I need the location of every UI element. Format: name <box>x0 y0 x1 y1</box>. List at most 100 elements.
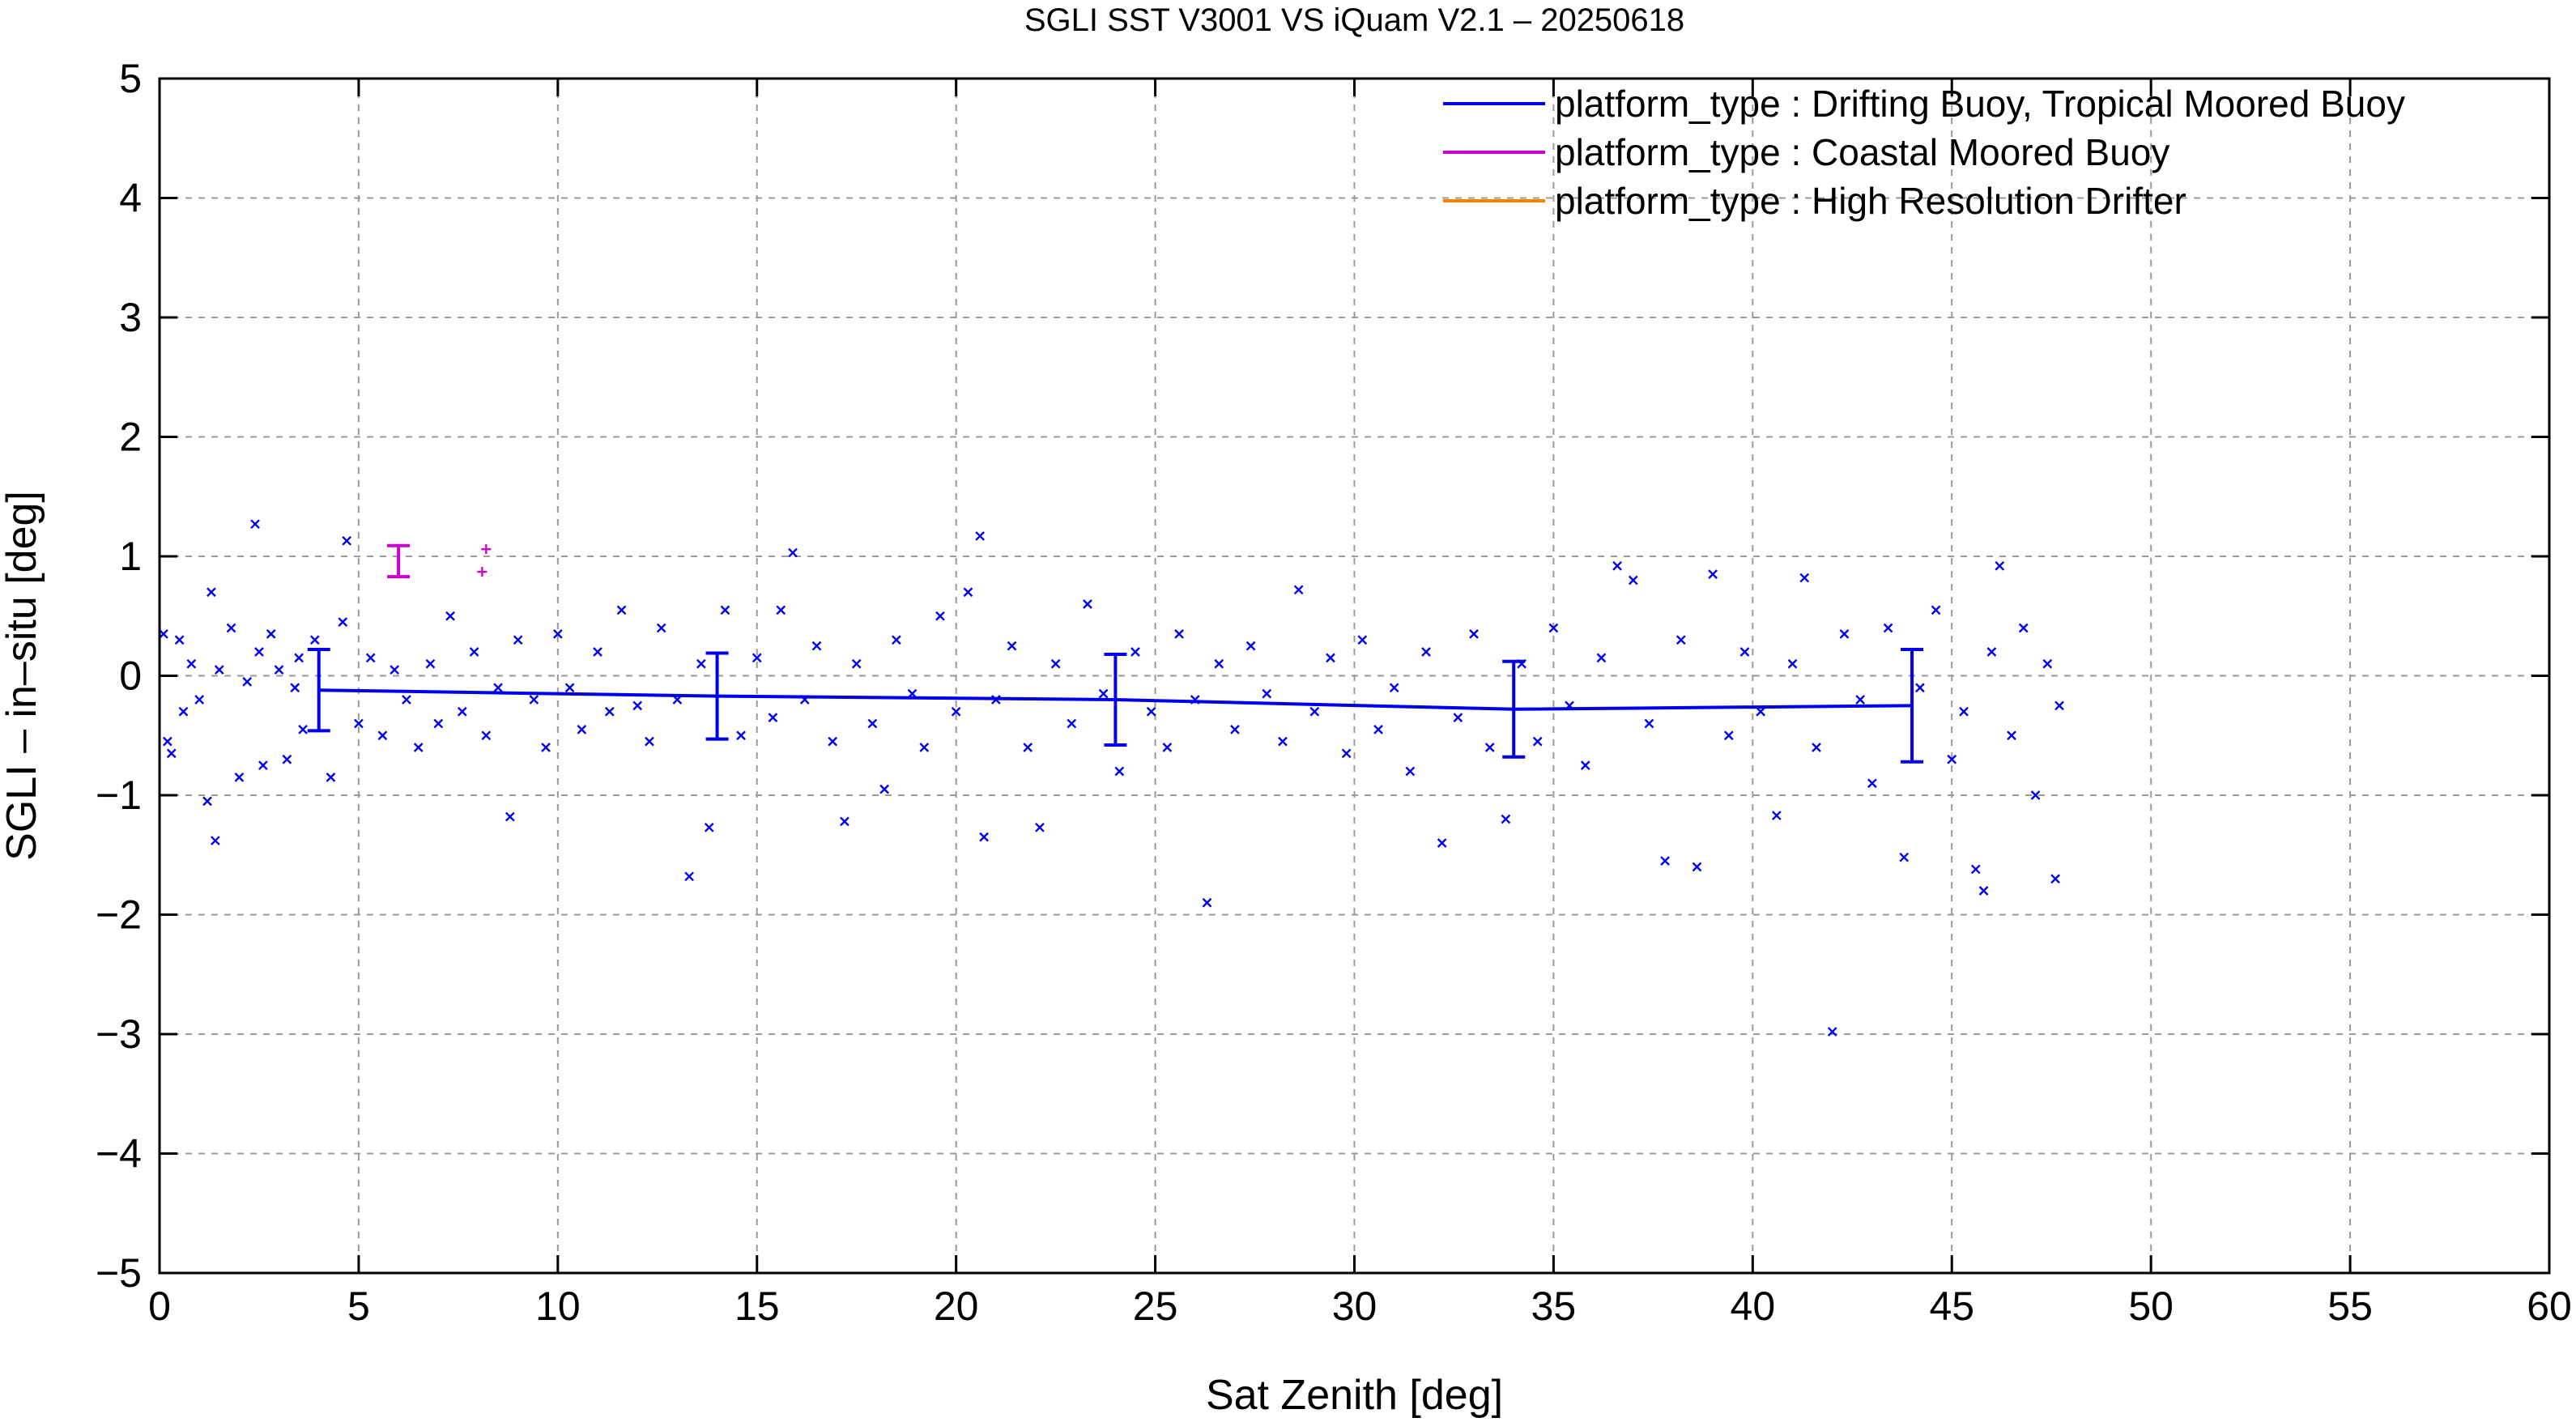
data-point <box>162 736 172 747</box>
data-point <box>1389 683 1399 693</box>
data-point <box>979 832 989 842</box>
data-point <box>1532 736 1543 747</box>
data-point <box>1146 706 1156 717</box>
legend-label: platform_type : Drifting Buoy, Tropical … <box>1555 83 2405 125</box>
data-point <box>541 743 551 752</box>
data-point <box>1326 653 1335 663</box>
data-point <box>1675 635 1686 645</box>
data-point <box>1970 864 1981 875</box>
data-point <box>186 658 197 669</box>
data-point <box>593 647 602 657</box>
data-point <box>951 706 961 717</box>
data-point <box>493 683 503 693</box>
data-point <box>811 641 822 651</box>
data-point <box>513 635 523 645</box>
x-tick-label: 45 <box>1929 1284 1974 1329</box>
data-point <box>433 718 444 729</box>
data-point <box>1114 766 1125 777</box>
legend: platform_type : Drifting Buoy, Tropical … <box>1443 83 2405 222</box>
data-point <box>174 635 185 645</box>
data-point <box>1628 575 1638 585</box>
data-point <box>207 587 216 598</box>
data-point <box>469 647 479 657</box>
y-tick-label: 0 <box>119 654 142 699</box>
data-point <box>704 822 714 832</box>
data-point <box>1083 599 1092 609</box>
data-point <box>776 605 786 615</box>
data-point <box>1202 897 1212 908</box>
data-point <box>879 784 889 794</box>
data-point <box>604 706 615 717</box>
x-tick-label: 40 <box>1731 1284 1776 1329</box>
y-tick-label: −4 <box>96 1131 142 1177</box>
data-point <box>425 658 436 669</box>
x-tick-label: 10 <box>535 1284 581 1329</box>
data-point <box>2042 658 2053 669</box>
data-point <box>1867 778 1877 789</box>
data-point <box>1130 647 1140 657</box>
data-point <box>234 773 245 782</box>
data-point <box>1799 573 1810 583</box>
data-point <box>1644 718 1654 729</box>
x-tick-label: 30 <box>1332 1284 1377 1329</box>
data-point <box>1596 653 1607 663</box>
chart-title: SGLI SST V3001 VS iQuam V2.1 – 20250618 <box>1024 2 1684 38</box>
data-point <box>1986 647 1997 657</box>
data-point <box>1293 585 1304 595</box>
data-point <box>828 736 838 747</box>
data-point <box>720 605 730 615</box>
data-point <box>266 629 276 639</box>
error-bar <box>1901 648 1924 764</box>
data-point <box>1023 743 1033 752</box>
legend-label: platform_type : High Resolution Drifter <box>1555 180 2186 222</box>
data-point <box>851 658 862 669</box>
data-point <box>1162 743 1173 752</box>
data-point <box>2050 874 2060 884</box>
data-point <box>1899 852 1910 862</box>
data-point <box>1278 736 1288 747</box>
data-point <box>258 760 268 770</box>
x-axis-label: Sat Zenith [deg] <box>1206 1372 1503 1419</box>
mean-lines <box>307 543 1924 764</box>
data-point <box>840 816 849 827</box>
data-point <box>1230 725 1240 734</box>
x-tick-label: 60 <box>2527 1284 2572 1329</box>
data-point <box>768 713 778 722</box>
data-point <box>529 695 539 705</box>
x-tick-label: 35 <box>1531 1284 1577 1329</box>
data-point <box>326 773 336 782</box>
data-point <box>250 519 260 530</box>
y-axis-label: SGLI – in–situ [deg] <box>0 491 45 861</box>
legend-label: platform_type : Coastal Moored Buoy <box>1555 131 2169 173</box>
data-point <box>481 544 492 555</box>
scatter-points <box>159 519 2064 1037</box>
x-tick-label: 0 <box>148 1284 171 1329</box>
data-point <box>577 725 587 734</box>
x-tick-label: 5 <box>347 1284 370 1329</box>
data-point <box>2030 790 2041 800</box>
data-point <box>338 617 348 627</box>
data-point <box>656 623 666 633</box>
data-point <box>166 748 177 759</box>
data-point <box>159 629 168 639</box>
data-point <box>1484 743 1495 752</box>
data-point <box>354 718 364 729</box>
data-point <box>1341 748 1352 759</box>
data-point <box>1098 688 1109 699</box>
data-point <box>1469 629 1479 639</box>
data-point <box>413 743 424 752</box>
data-point <box>2054 700 2064 711</box>
data-point <box>684 871 694 882</box>
y-tick-label: −2 <box>96 892 142 938</box>
y-tick-label: −1 <box>96 773 142 818</box>
data-point <box>1309 706 1320 717</box>
data-point <box>867 718 878 729</box>
data-point <box>1067 718 1077 729</box>
data-point <box>1978 886 1989 896</box>
data-point <box>1548 623 1559 633</box>
data-point <box>477 567 488 577</box>
data-point <box>202 796 212 807</box>
